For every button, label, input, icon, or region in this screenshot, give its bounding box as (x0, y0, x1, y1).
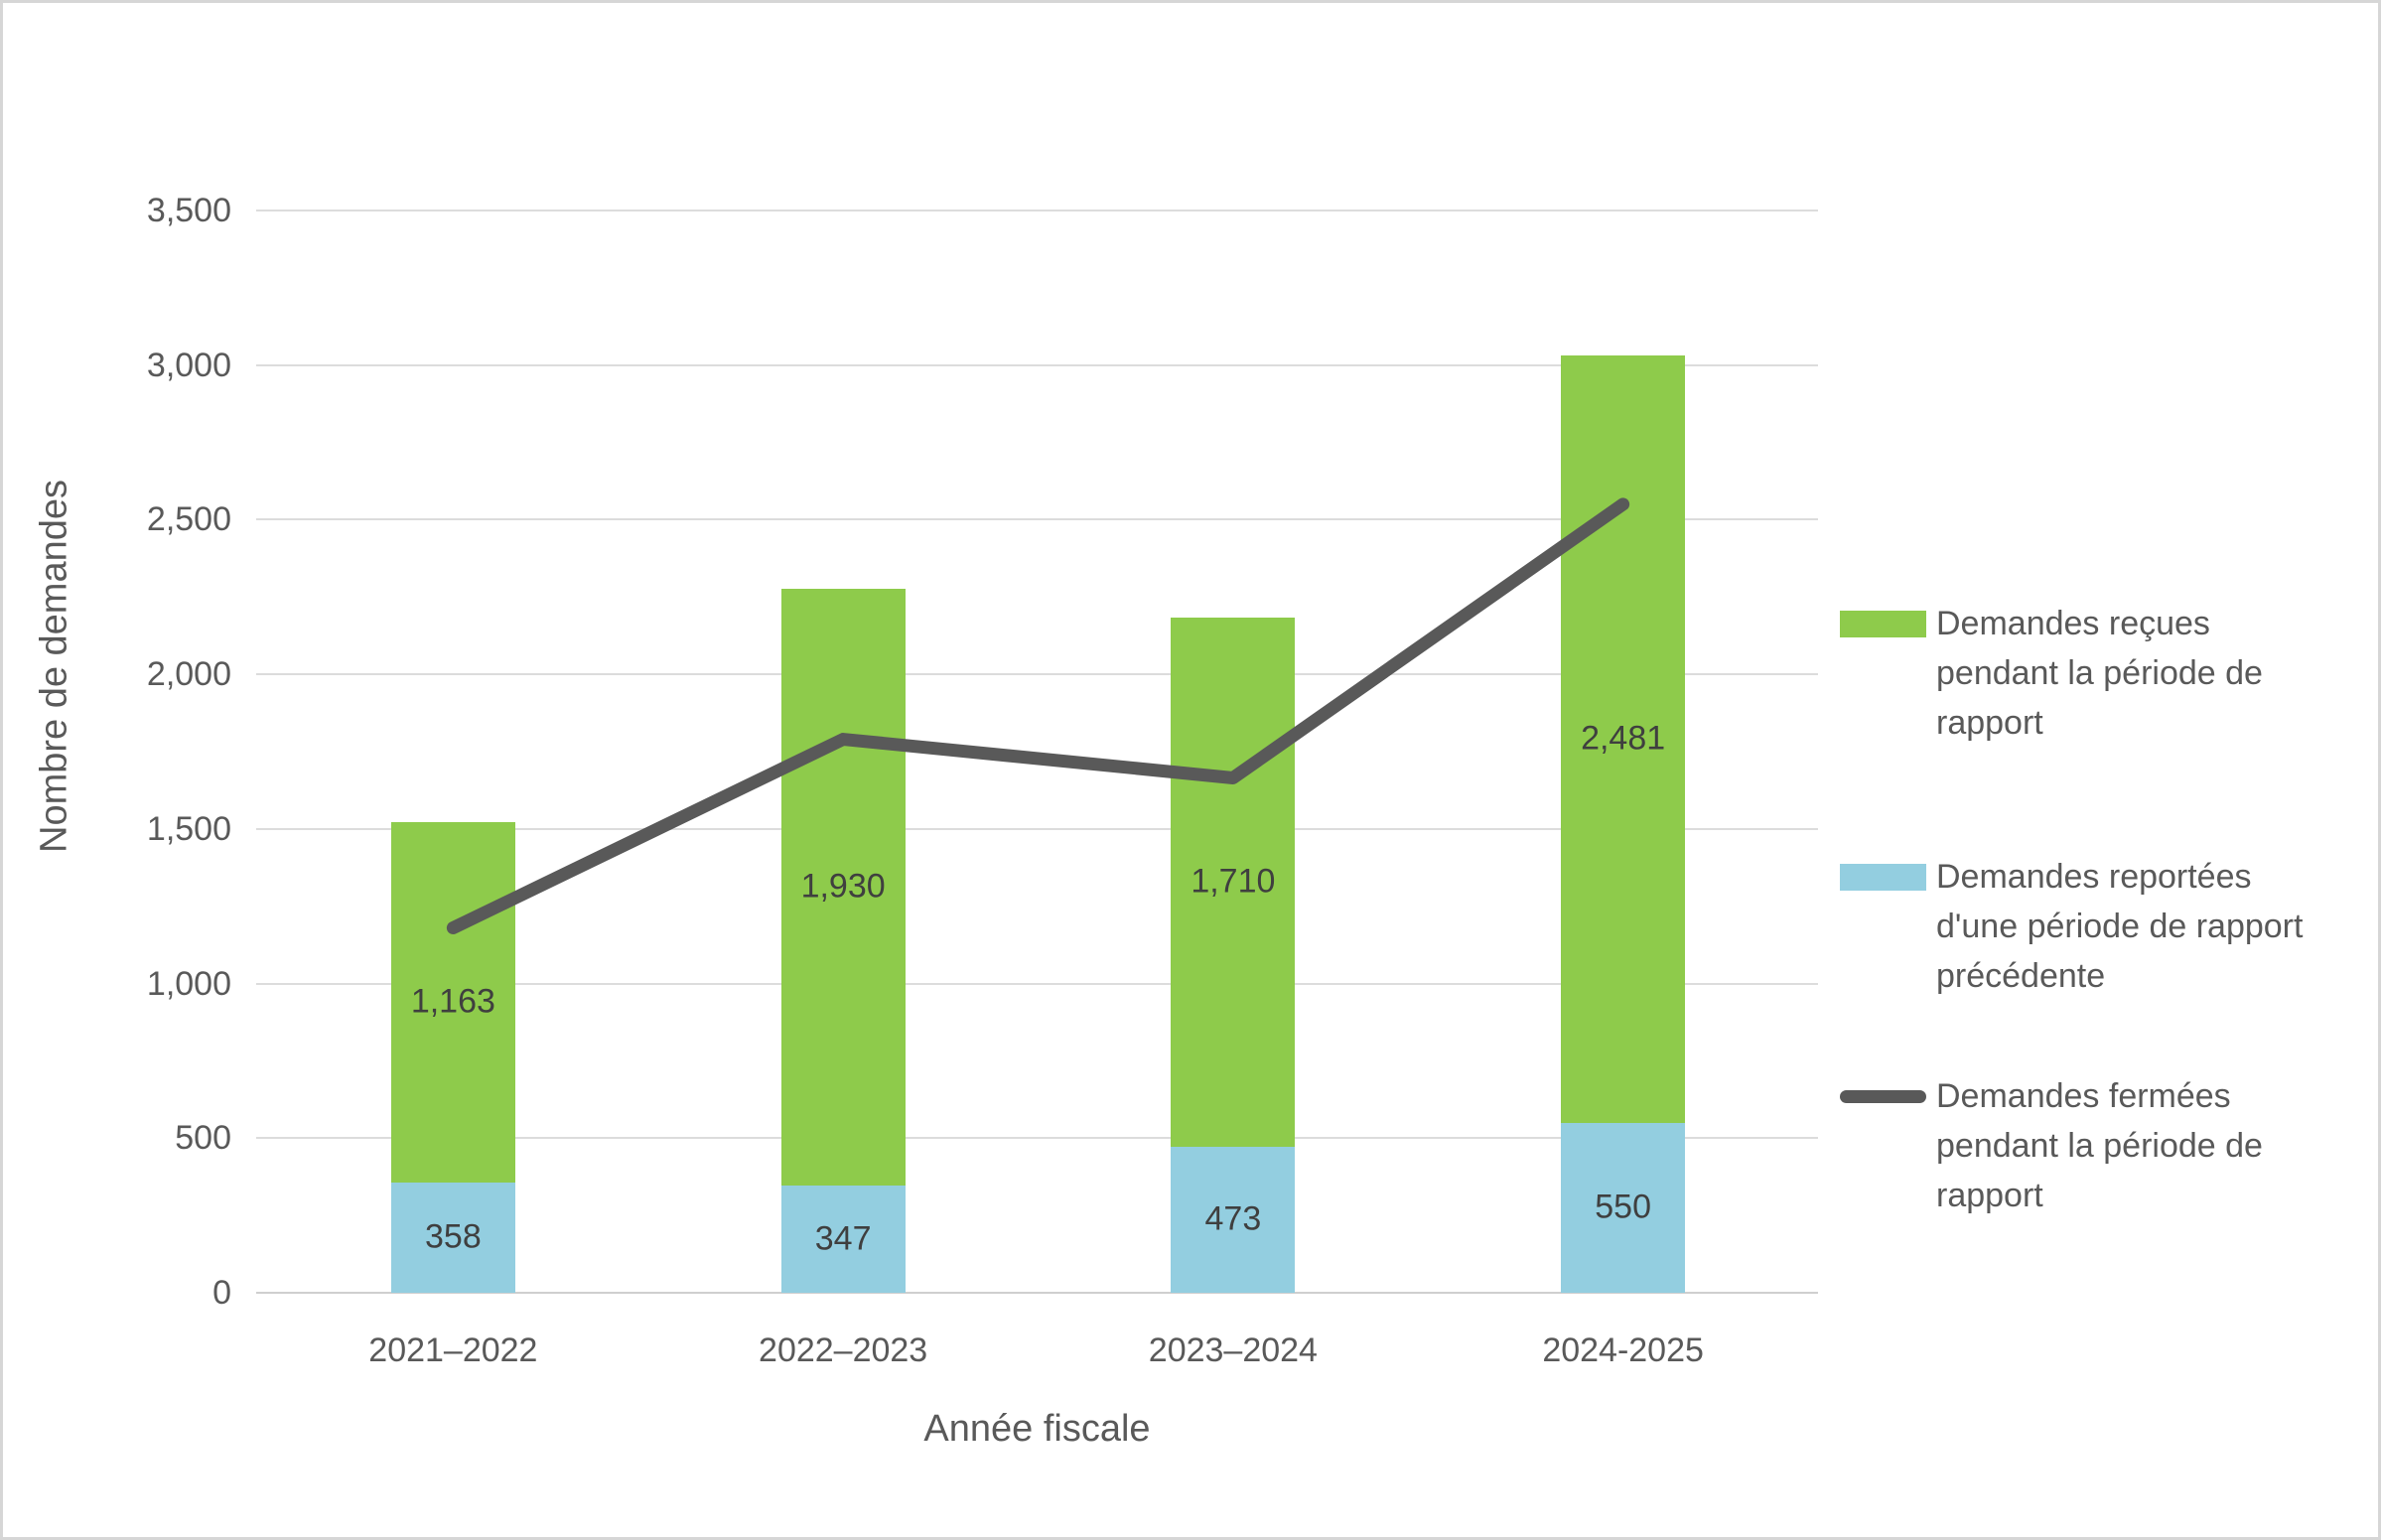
bar-label-carried-over: 358 (425, 1217, 482, 1256)
y-tick-label: 2,500 (146, 500, 231, 539)
bar-label-carried-over: 473 (1204, 1199, 1262, 1238)
x-tick-label: 2024-2025 (1542, 1331, 1704, 1369)
legend-label-received: Demandes reçues pendant la période de ra… (1936, 605, 2263, 742)
legend-label-closed: Demandes fermées pendant la période de r… (1936, 1077, 2263, 1214)
y-tick-label: 1,000 (146, 964, 231, 1003)
legend-label-carried-over: Demandes reportées d'une période de rapp… (1936, 858, 2304, 995)
legend-swatch-closed-line (1840, 1090, 1926, 1103)
legend-item-closed: Demandes fermées pendant la période de r… (1840, 1071, 2376, 1220)
gridline (256, 363, 1818, 366)
legend-item-carried-over: Demandes reportées d'une période de rapp… (1840, 852, 2376, 1001)
x-axis-line (256, 1292, 1818, 1294)
y-tick-label: 2,000 (146, 655, 231, 694)
y-tick-label: 0 (212, 1274, 231, 1312)
x-tick-label: 2021–2022 (368, 1331, 538, 1369)
gridline (256, 1137, 1818, 1140)
bar-label-carried-over: 550 (1595, 1188, 1651, 1226)
gridline (256, 982, 1818, 985)
bar-label-received: 1,930 (800, 867, 886, 906)
x-tick-label: 2023–2024 (1148, 1331, 1318, 1369)
bar-segment-carried-over (780, 1185, 906, 1293)
legend-swatch-received-bar (1840, 611, 1926, 637)
bar-segment-carried-over (1171, 1146, 1296, 1293)
gridline (256, 210, 1818, 211)
bar-segment-carried-over (390, 1182, 515, 1293)
y-tick-label: 500 (175, 1119, 231, 1158)
bar-label-received: 1,163 (410, 982, 495, 1021)
y-tick-label: 3,000 (146, 346, 231, 384)
legend-swatch-carried-over-bar (1840, 864, 1926, 891)
trend-line-path (446, 497, 1630, 935)
y-tick-label: 1,500 (146, 809, 231, 848)
bar-label-received: 2,481 (1581, 719, 1666, 758)
x-axis-title: Année fiscale (923, 1408, 1151, 1450)
bar-label-carried-over: 347 (814, 1219, 872, 1258)
bar-label-received: 1,710 (1190, 862, 1276, 901)
x-tick-label: 2022–2023 (759, 1331, 928, 1369)
y-tick-label: 3,500 (146, 192, 231, 229)
bar-segment-carried-over (1561, 1122, 1686, 1293)
legend-item-received: Demandes reçues pendant la période de ra… (1840, 599, 2376, 748)
y-axis-title: Nombre de demandes (33, 480, 75, 853)
